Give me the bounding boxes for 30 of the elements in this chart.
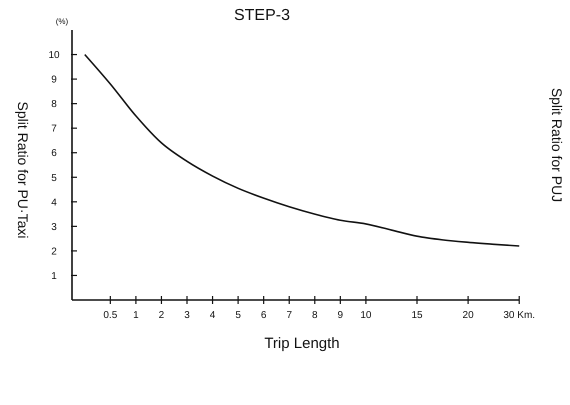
y-tick-label: 6 — [51, 148, 58, 160]
x-axis-title: Trip Length — [264, 335, 340, 352]
x-tick-label: 0.5 — [103, 310, 118, 321]
y-axis-title: Split Ratio for PU·Taxi — [15, 102, 31, 238]
y2-axis-title: Split Ratio for PUJ — [549, 88, 565, 202]
y-tick-label: 10 — [48, 50, 60, 62]
x-tick-label: 10 — [360, 310, 372, 321]
x-tick-label: 15 — [411, 310, 423, 321]
x-tick-label: 9 — [338, 310, 344, 321]
y-tick-label: 3 — [51, 222, 58, 233]
x-tick-label: 20 — [462, 310, 474, 321]
x-tick-label: 8 — [312, 310, 318, 321]
y-tick-label: 4 — [51, 197, 58, 208]
x-tick-label: 4 — [210, 310, 216, 321]
x-tick-label: 7 — [286, 310, 292, 321]
y-tick-label: 1 — [51, 270, 58, 282]
x-tick-label: 30 Km. — [503, 310, 536, 321]
x-tick-label: 2 — [158, 310, 165, 321]
line-series — [84, 54, 520, 247]
x-tick-label: 5 — [235, 310, 242, 321]
y-tick-label: 5 — [51, 172, 58, 184]
x-tick-label: 1 — [133, 310, 140, 321]
x-tick-label: 3 — [184, 310, 190, 321]
x-tick-label: 6 — [260, 310, 267, 321]
y-tick-label: 2 — [51, 246, 58, 258]
text: (%) — [56, 17, 69, 26]
y-tick-label: 8 — [51, 99, 58, 110]
y-tick-label: 9 — [51, 74, 58, 86]
y-tick-label: 7 — [51, 124, 58, 135]
chart-title: STEP-3 — [234, 7, 290, 24]
